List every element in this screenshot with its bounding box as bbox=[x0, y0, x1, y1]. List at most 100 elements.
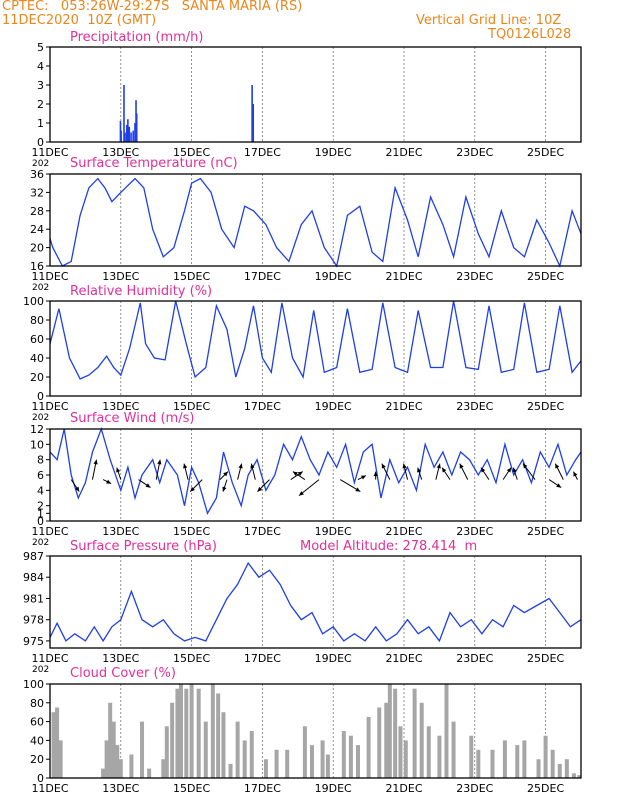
cloud-bar bbox=[51, 712, 56, 778]
cloud-bar bbox=[140, 721, 145, 778]
cloud-bar bbox=[285, 749, 290, 778]
cloud-xtick-label: 13DEC bbox=[102, 782, 139, 795]
precip-bar bbox=[128, 126, 131, 142]
cloud-bar bbox=[348, 735, 353, 778]
temperature-xtick-label: 13DEC bbox=[102, 270, 139, 283]
cloud-bar bbox=[129, 754, 134, 778]
wind-vector-head bbox=[257, 486, 263, 492]
pressure-xtick-label: 11DEC bbox=[31, 652, 68, 665]
precip-ytick-label: 0 bbox=[37, 136, 44, 149]
cloud-bar bbox=[444, 684, 449, 778]
humidity-frame bbox=[49, 300, 582, 397]
precip-xtick-label: 15DEC bbox=[173, 146, 210, 159]
wind-ytick-label: 1 bbox=[37, 507, 44, 520]
humidity-ytick-label: 40 bbox=[30, 352, 44, 365]
cloud-bar bbox=[387, 684, 392, 778]
cloud-title: Cloud Cover (%) bbox=[70, 666, 176, 681]
pressure-xtick-label: 19DEC bbox=[315, 652, 352, 665]
cloud-bar bbox=[469, 735, 474, 778]
cloud-bar bbox=[249, 731, 254, 778]
cloud-ytick-label: 0 bbox=[37, 772, 44, 785]
cloud-bar bbox=[118, 759, 123, 778]
humidity-ytick-label: 0 bbox=[37, 390, 44, 403]
humidity-xcut-label: 202 bbox=[32, 413, 49, 423]
cloud-ytick-label: 100 bbox=[23, 678, 44, 691]
wind-ytick-label: 6 bbox=[37, 469, 44, 482]
temperature-ytick-label: 28 bbox=[30, 205, 44, 218]
wind-vector-head bbox=[250, 463, 255, 469]
cloud-bar bbox=[571, 773, 576, 778]
station-header: CPTEC: 053:26W-29:27S SANTA MARIA (RS) bbox=[2, 0, 303, 14]
cloud-bar bbox=[263, 759, 268, 778]
wind-vector-head bbox=[442, 467, 447, 473]
wind-ytick-label: 2 bbox=[37, 500, 44, 513]
model-altitude-label: Model Altitude: 278.414 m bbox=[300, 539, 478, 554]
wind-ytick-label: 8 bbox=[37, 454, 44, 467]
cloud-bar bbox=[426, 726, 431, 778]
temperature-panel: 16 20 24 28 32 36 11DEC 13DEC 15DEC 17DEC 19DEC 21D… bbox=[30, 168, 582, 293]
humidity-xtick-label: 11DEC bbox=[31, 400, 68, 413]
temperature-ytick-label: 24 bbox=[30, 223, 44, 236]
run-date: 11DEC2020 10Z (GMT) bbox=[2, 13, 157, 28]
pressure-ytick-label: 981 bbox=[23, 592, 44, 605]
cloud-bar bbox=[302, 726, 307, 778]
temperature-xtick-label: 17DEC bbox=[244, 270, 281, 283]
cloud-bar bbox=[170, 702, 175, 778]
wind-xtick-label: 13DEC bbox=[102, 525, 139, 538]
wind-ytick-label: 0 bbox=[37, 515, 44, 528]
cloud-bar bbox=[228, 763, 233, 778]
wind-vector-head bbox=[93, 459, 98, 465]
precip-ytick-label: 3 bbox=[37, 79, 44, 92]
humidity-xtick-label: 21DEC bbox=[385, 400, 422, 413]
temperature-title: Surface Temperature (nC) bbox=[70, 156, 238, 171]
temperature-xtick-label: 15DEC bbox=[173, 270, 210, 283]
wind-vector-head bbox=[459, 463, 464, 469]
wind-ytick-label: 4 bbox=[37, 484, 44, 497]
wind-ytick-label: 10 bbox=[30, 438, 44, 451]
humidity-ytick-label: 100 bbox=[23, 295, 44, 308]
wind-vector-head bbox=[573, 471, 578, 477]
wind-xtick-label: 23DEC bbox=[456, 525, 493, 538]
wind-vector-head bbox=[190, 486, 195, 492]
humidity-xtick-label: 19DEC bbox=[315, 400, 352, 413]
pressure-ytick-label: 987 bbox=[23, 550, 44, 563]
temperature-ytick-label: 32 bbox=[30, 186, 44, 199]
cloud-bar bbox=[309, 745, 314, 778]
cloud-xtick-label: 17DEC bbox=[244, 782, 281, 795]
cloud-xtick-label: 11DEC bbox=[31, 782, 68, 795]
cloud-bar bbox=[557, 763, 562, 778]
cloud-bar bbox=[274, 749, 279, 778]
cloud-bar bbox=[189, 684, 194, 778]
precip-xtick-label: 11DEC bbox=[31, 146, 68, 159]
pressure-xcut-label: 202 bbox=[32, 665, 49, 675]
wind-vector-head bbox=[381, 463, 386, 469]
temperature-xcut-label: 202 bbox=[32, 283, 49, 293]
cloud-bar bbox=[564, 759, 569, 778]
cloud-bar bbox=[115, 745, 120, 778]
pressure-ytick-label: 978 bbox=[23, 614, 44, 627]
wind-vector-head bbox=[238, 463, 243, 469]
cloud-bar bbox=[111, 721, 116, 778]
temperature-xtick-label: 23DEC bbox=[456, 270, 493, 283]
pressure-ytick-label: 984 bbox=[23, 571, 44, 584]
humidity-series-line bbox=[49, 300, 582, 380]
cloud-xtick-label: 25DEC bbox=[527, 782, 564, 795]
cloud-xtick-label: 23DEC bbox=[456, 782, 493, 795]
wind-xtick-label: 15DEC bbox=[173, 525, 210, 538]
cloud-bar bbox=[419, 702, 424, 778]
cloud-ytick-label: 20 bbox=[30, 753, 44, 766]
temperature-xtick-label: 25DEC bbox=[527, 270, 564, 283]
temperature-xtick-label: 19DEC bbox=[315, 270, 352, 283]
pressure-series-line bbox=[49, 561, 582, 643]
precip-xtick-label: 21DEC bbox=[385, 146, 422, 159]
cloud-frame bbox=[49, 683, 582, 779]
cloud-bar bbox=[221, 712, 226, 778]
pressure-xtick-label: 15DEC bbox=[173, 652, 210, 665]
cloud-ytick-label: 40 bbox=[30, 734, 44, 747]
wind-vector-head bbox=[222, 486, 227, 492]
humidity-xtick-label: 13DEC bbox=[102, 400, 139, 413]
cloud-bar bbox=[550, 749, 555, 778]
cloud-xtick-label: 21DEC bbox=[385, 782, 422, 795]
temperature-xtick-label: 11DEC bbox=[31, 270, 68, 283]
